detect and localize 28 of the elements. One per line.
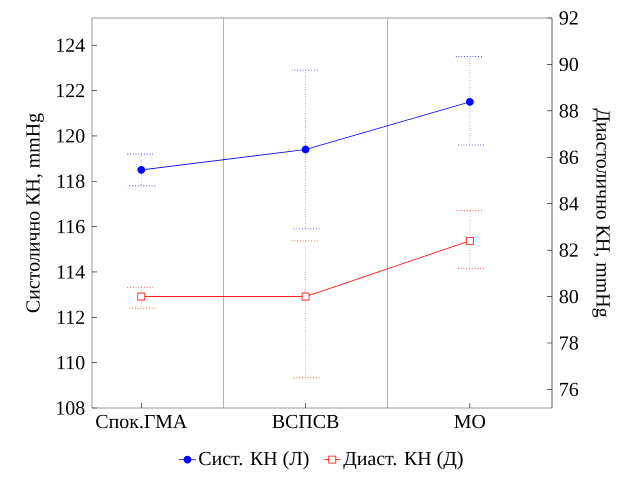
y-tick-label: 122	[57, 84, 84, 98]
y2-tick-label: 78	[560, 336, 578, 350]
y2-tick-label: 82	[560, 243, 578, 257]
y-tick-label: 114	[58, 265, 85, 279]
y-tick-label: 120	[57, 129, 84, 143]
point	[137, 166, 146, 174]
y2-tick-label: 76	[560, 382, 578, 396]
y2-axis-title: Диастолично КН, mmHg	[592, 108, 610, 318]
y-tick-label: 116	[58, 220, 85, 234]
y-tick-label: 118	[58, 174, 84, 188]
y2-tick-label: 80	[560, 290, 578, 304]
y2-tick-label: 84	[560, 196, 578, 210]
point	[466, 98, 474, 106]
legend-label: Сист. КН (Л)	[199, 451, 309, 470]
y-tick-label: 110	[58, 356, 84, 370]
y-tick-label: 108	[57, 401, 84, 415]
y-tick-label: 112	[58, 310, 84, 324]
y2-tick-label: 92	[559, 11, 578, 25]
y-tick-label: 124	[57, 38, 85, 52]
y2-tick-label: 88	[560, 104, 578, 118]
x-tick-label: ВСПСВ	[272, 414, 338, 428]
y2-tick-label: 86	[560, 150, 578, 164]
point	[302, 146, 310, 154]
x-tick-label: МО	[454, 414, 486, 428]
x-tick-label: Спок.ГМА	[96, 414, 188, 428]
legend-label: Диаст. КН (Д)	[343, 451, 463, 470]
y-axis-title: Систолично КН, mmHg	[26, 113, 44, 312]
y2-tick-label: 90	[559, 58, 578, 72]
